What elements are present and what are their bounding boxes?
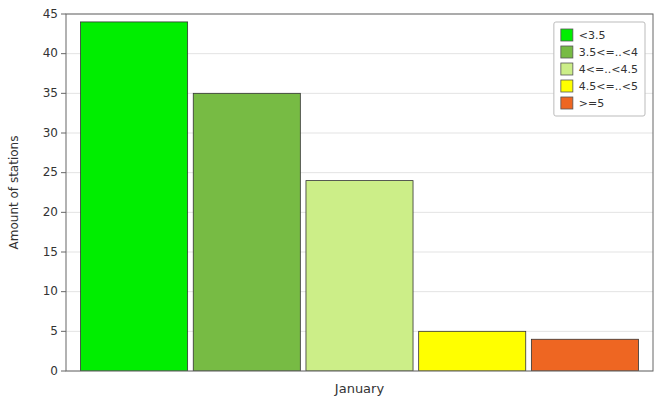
bar <box>193 93 300 371</box>
legend-label: >=5 <box>579 97 604 110</box>
y-tick-label: 40 <box>43 46 58 60</box>
legend-swatch <box>561 97 573 109</box>
legend-swatch <box>561 80 573 92</box>
chart-container: 0 5 10 15 20 25 30 35 40 45 January Amount of stati… <box>0 0 667 415</box>
y-tick <box>61 172 66 173</box>
y-tick-label: 25 <box>43 165 58 179</box>
y-tick <box>61 14 66 15</box>
y-tick <box>61 133 66 134</box>
y-tick-label: 5 <box>50 324 58 338</box>
y-tick-label: 20 <box>43 205 58 219</box>
y-axis-label: Amount of stations <box>7 136 21 250</box>
legend-swatch <box>561 63 573 75</box>
legend-label: 4<=..<4.5 <box>579 63 638 76</box>
legend-label: 3.5<=..<4 <box>579 46 638 59</box>
legend: <3.5 3.5<=..<4 4<=..<4.5 4.5<=..<5 >=5 <box>554 22 645 116</box>
plot-frame <box>66 14 653 371</box>
bar <box>419 331 526 371</box>
bar <box>81 22 188 371</box>
bar <box>531 339 638 371</box>
y-tick-label: 0 <box>50 364 58 378</box>
y-tick <box>61 331 66 332</box>
y-tick <box>61 212 66 213</box>
y-tick <box>61 93 66 94</box>
y-tick <box>61 252 66 253</box>
plot: 0 5 10 15 20 25 30 35 40 45 <box>43 7 653 378</box>
bar <box>306 181 413 371</box>
legend-label: 4.5<=..<5 <box>579 80 638 93</box>
x-tick-label: January <box>334 381 385 396</box>
y-tick-label: 30 <box>43 126 58 140</box>
legend-label: <3.5 <box>579 29 606 42</box>
y-tick-label: 35 <box>43 86 58 100</box>
chart: 0 5 10 15 20 25 30 35 40 45 January Amount of stati… <box>0 0 667 415</box>
y-tick-label: 15 <box>43 245 58 259</box>
y-tick-label: 10 <box>43 284 58 298</box>
legend-box <box>554 22 645 116</box>
y-tick <box>61 371 66 372</box>
y-tick <box>61 291 66 292</box>
legend-swatch <box>561 46 573 58</box>
legend-swatch <box>561 29 573 41</box>
y-tick-label: 45 <box>43 7 58 21</box>
y-tick <box>61 53 66 54</box>
